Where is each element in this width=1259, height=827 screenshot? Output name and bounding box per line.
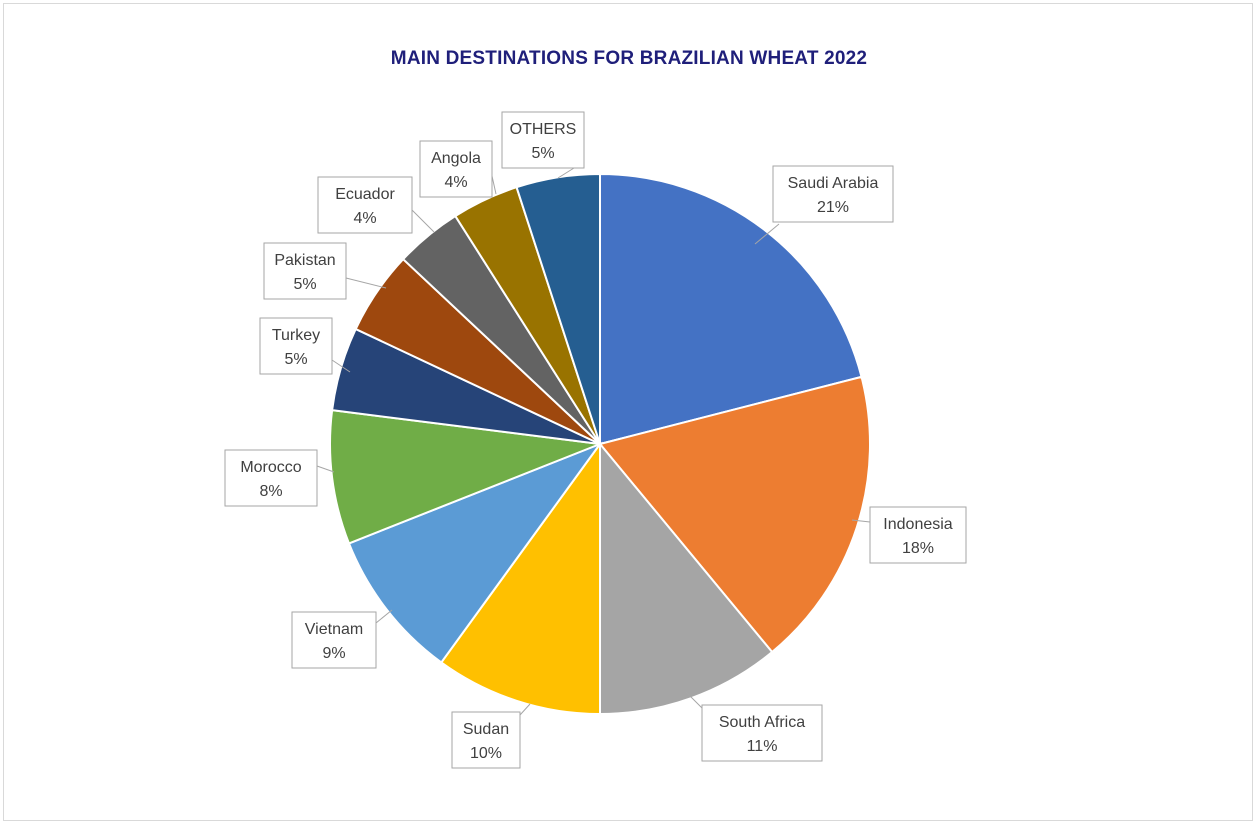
pie-slice-others (515, 172, 601, 445)
data-label-box-morocco (224, 449, 318, 507)
leader-line-ecuador (411, 209, 435, 233)
data-label-value-turkey: 5% (284, 351, 307, 368)
data-label-box-angola (419, 140, 493, 198)
leader-line-angola (491, 175, 497, 195)
data-label-value-indonesia: 18% (902, 540, 934, 557)
data-label-name-turkey: Turkey (272, 327, 320, 344)
data-label-name-south-africa: South Africa (719, 714, 805, 731)
data-label-name-others: OTHERS (510, 121, 577, 138)
pie-slice-morocco (329, 409, 601, 545)
data-label-value-angola: 4% (444, 174, 467, 191)
leader-line-pakistan (345, 277, 387, 289)
data-label-box-ecuador (317, 176, 413, 234)
data-label-box-indonesia (869, 506, 967, 564)
leader-line-others (557, 167, 575, 179)
data-label-name-morocco: Morocco (240, 459, 301, 476)
data-label-name-angola: Angola (431, 150, 481, 167)
data-label-value-morocco: 8% (259, 483, 282, 500)
leader-line-vietnam (375, 609, 393, 624)
data-label-name-ecuador: Ecuador (335, 186, 395, 203)
data-label-value-vietnam: 9% (322, 645, 345, 662)
leader-line-morocco (316, 465, 335, 473)
leader-line-indonesia (851, 519, 871, 523)
data-label-value-others: 5% (531, 145, 554, 162)
data-label-box-south-africa (701, 704, 823, 762)
leader-line-sudan (519, 703, 531, 716)
pie-slice-vietnam (347, 441, 603, 664)
pie-slice-saudi-arabia (599, 172, 863, 446)
leader-line-saudi-arabia (754, 223, 780, 245)
data-label-value-south-africa: 11% (747, 738, 778, 755)
data-label-value-saudi-arabia: 21% (817, 199, 849, 216)
data-label-box-saudi-arabia (772, 165, 894, 223)
data-label-box-others (501, 111, 585, 169)
leader-line-south-africa (685, 691, 703, 709)
data-label-name-sudan: Sudan (463, 721, 509, 738)
data-label-box-turkey (259, 317, 333, 375)
data-label-name-pakistan: Pakistan (274, 252, 335, 269)
data-label-box-sudan (451, 711, 521, 769)
data-label-name-indonesia: Indonesia (883, 516, 952, 533)
data-label-box-pakistan (263, 242, 347, 300)
pie-slice-indonesia (598, 375, 871, 654)
pie-slice-sudan (439, 440, 601, 716)
data-label-value-pakistan: 5% (293, 276, 316, 293)
data-label-box-vietnam (291, 611, 377, 669)
chart-title: MAIN DESTINATIONS FOR BRAZILIAN WHEAT 20… (390, 48, 868, 69)
data-label-value-ecuador: 4% (353, 210, 376, 227)
data-label-name-saudi-arabia: Saudi Arabia (788, 175, 879, 192)
data-label-value-sudan: 10% (470, 745, 502, 762)
leader-line-turkey (331, 359, 351, 373)
data-label-name-vietnam: Vietnam (305, 621, 363, 638)
